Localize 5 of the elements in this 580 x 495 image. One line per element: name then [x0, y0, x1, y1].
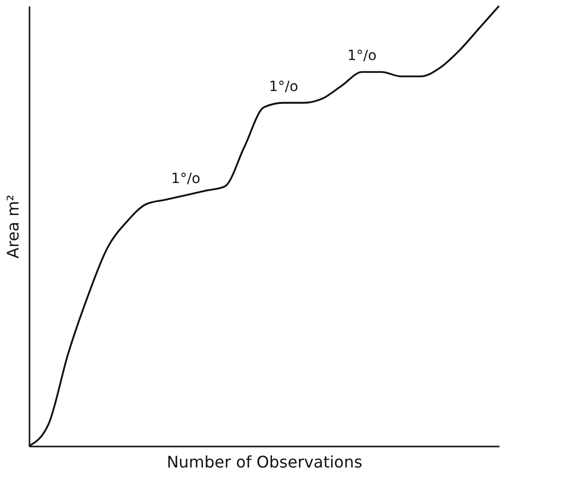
annotation: 1°/o	[268, 78, 298, 95]
annotation: 1°/o	[171, 171, 200, 188]
x-axis-title: Number of Observations	[166, 452, 362, 472]
annotation: 1°/o	[347, 48, 377, 64]
y-axis-title: Area m²	[4, 194, 22, 258]
